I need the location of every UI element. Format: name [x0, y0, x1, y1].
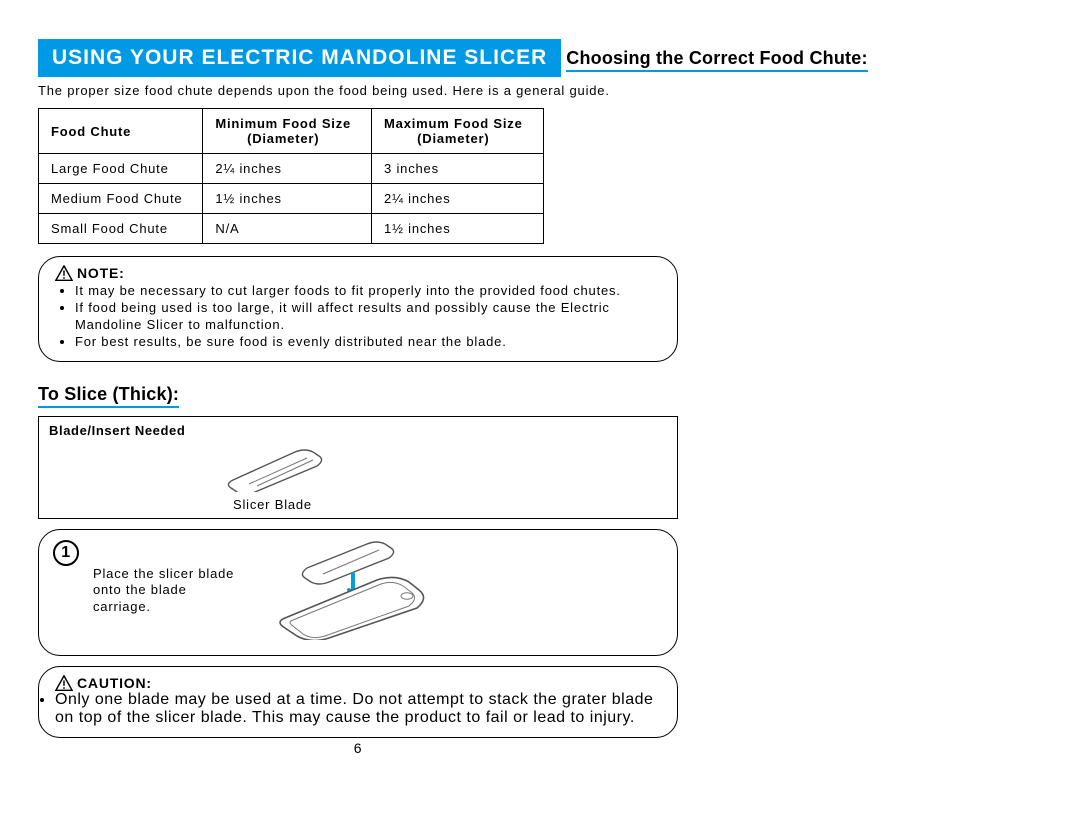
table-header-text: Minimum Food Size(Diameter): [215, 116, 351, 146]
section-title-slice: To Slice (Thick):: [38, 384, 179, 408]
step-text: Place the slicer blade onto the blade ca…: [93, 540, 243, 617]
caution-box: CAUTION: Only one blade may be used at a…: [38, 666, 678, 738]
table-row: Large Food Chute 2¼ inches 3 inches: [39, 154, 544, 184]
table-cell: Medium Food Chute: [39, 184, 203, 214]
note-item: If food being used is too large, it will…: [75, 300, 661, 334]
warning-icon: [55, 265, 73, 281]
table-cell: 1½ inches: [372, 214, 544, 244]
table-header: Minimum Food Size(Diameter): [203, 109, 372, 154]
assembly-diagram-icon: [257, 540, 437, 645]
step-number: 1: [53, 540, 79, 566]
table-header: Food Chute: [39, 109, 203, 154]
table-header: Maximum Food Size(Diameter): [372, 109, 544, 154]
blade-caption: Slicer Blade: [49, 497, 667, 512]
caution-item: Only one blade may be used at a time. Do…: [55, 691, 661, 727]
warning-icon: [55, 675, 73, 691]
note-item: It may be necessary to cut larger foods …: [75, 283, 661, 300]
note-box: NOTE: It may be necessary to cut larger …: [38, 256, 678, 362]
table-header-text: Maximum Food Size(Diameter): [384, 116, 523, 146]
caution-label: CAUTION:: [77, 675, 152, 691]
blade-insert-box: Blade/Insert Needed Slicer Blade: [38, 416, 678, 519]
table-row: Medium Food Chute 1½ inches 2¼ inches: [39, 184, 544, 214]
step-box: 1 Place the slicer blade onto the blade …: [38, 529, 678, 656]
page-banner: USING YOUR ELECTRIC MANDOLINE SLICER: [38, 39, 561, 77]
table-cell: Large Food Chute: [39, 154, 203, 184]
page-number: 6: [38, 740, 678, 756]
table-cell: 1½ inches: [203, 184, 372, 214]
table-row: Small Food Chute N/A 1½ inches: [39, 214, 544, 244]
note-label: NOTE:: [77, 265, 125, 281]
slicer-blade-icon: [219, 440, 329, 497]
food-chute-table: Food Chute Minimum Food Size(Diameter) M…: [38, 108, 544, 244]
table-cell: N/A: [203, 214, 372, 244]
note-item: For best results, be sure food is evenly…: [75, 334, 661, 351]
table-cell: 2¼ inches: [372, 184, 544, 214]
section-title-chute: Choosing the Correct Food Chute:: [566, 48, 867, 72]
table-cell: Small Food Chute: [39, 214, 203, 244]
table-cell: 2¼ inches: [203, 154, 372, 184]
blade-header: Blade/Insert Needed: [49, 423, 667, 438]
table-cell: 3 inches: [372, 154, 544, 184]
section-intro: The proper size food chute depends upon …: [38, 83, 678, 98]
